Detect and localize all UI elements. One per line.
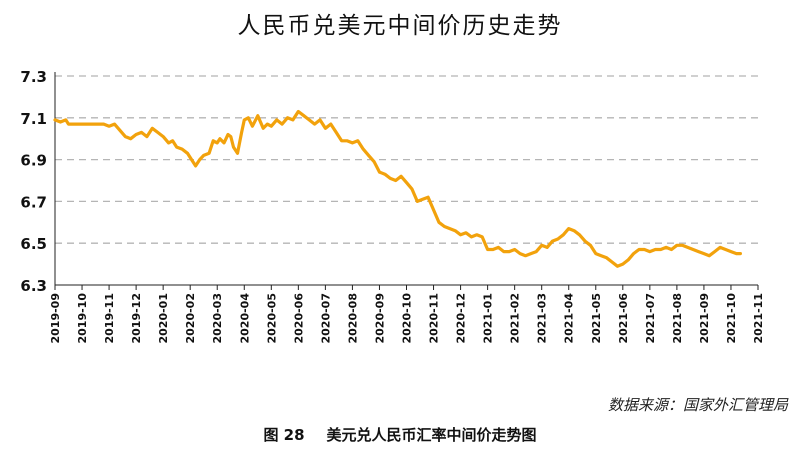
x-tick-label: 2021-05 bbox=[590, 293, 603, 344]
x-tick-label: 2021-07 bbox=[644, 293, 657, 344]
x-tick-label: 2019-11 bbox=[103, 293, 116, 344]
grid-lines bbox=[55, 75, 758, 244]
x-tick-label: 2020-04 bbox=[238, 293, 251, 344]
x-tick-label: 2021-11 bbox=[752, 293, 765, 344]
x-tick-label: 2021-09 bbox=[698, 293, 711, 344]
series-line bbox=[53, 109, 743, 268]
figure-caption: 图 28 美元兑人民币汇率中间价走势图 bbox=[0, 424, 800, 445]
x-tick-label: 2020-10 bbox=[401, 293, 414, 344]
y-tick-label: 7.3 bbox=[20, 68, 47, 86]
x-tick-label: 2021-01 bbox=[482, 293, 495, 344]
x-tick-label: 2019-09 bbox=[49, 293, 62, 344]
y-tick-labels: 6.3 6.5 6.7 6.9 7.1 7.3 bbox=[20, 68, 47, 295]
y-tick-label: 6.5 bbox=[20, 235, 47, 253]
axes bbox=[54, 72, 759, 290]
y-tick-label: 6.7 bbox=[20, 193, 47, 211]
x-tick-label: 2019-10 bbox=[76, 293, 89, 344]
x-tick-label: 2020-09 bbox=[373, 293, 386, 344]
x-tick-label: 2020-08 bbox=[346, 293, 359, 344]
x-tick-label: 2021-02 bbox=[509, 293, 522, 344]
x-tick-label: 2020-01 bbox=[157, 293, 170, 344]
y-tick-label: 7.1 bbox=[20, 110, 47, 128]
x-tick-label: 2020-12 bbox=[455, 293, 468, 344]
x-tick-label: 2021-08 bbox=[671, 293, 684, 344]
figure-caption-text: 美元兑人民币汇率中间价走势图 bbox=[326, 426, 537, 444]
y-tick-label: 6.9 bbox=[20, 152, 47, 170]
figure-label: 图 28 bbox=[263, 426, 305, 444]
x-tick-label: 2021-03 bbox=[536, 293, 549, 344]
x-tick-label: 2021-06 bbox=[617, 293, 630, 344]
x-tick-label: 2021-10 bbox=[725, 293, 738, 344]
x-tick-label: 2021-04 bbox=[563, 293, 576, 344]
line-chart: 6.3 6.5 6.7 6.9 7.1 7.3 2019-09 2019-10 2019-11… bbox=[20, 68, 765, 344]
x-tick-label: 2020-03 bbox=[211, 293, 224, 344]
x-tick-label: 2019-12 bbox=[130, 293, 143, 344]
x-tick-label: 2020-06 bbox=[292, 293, 305, 344]
x-tick-label: 2020-11 bbox=[428, 293, 441, 344]
y-tick-label: 6.3 bbox=[20, 277, 47, 295]
x-tick-label: 2020-05 bbox=[265, 293, 278, 344]
series-layer bbox=[53, 109, 743, 268]
x-tick-label: 2020-07 bbox=[319, 293, 332, 344]
data-source-note: 数据来源：国家外汇管理局 bbox=[607, 396, 788, 414]
chart-title: 人民币兑美元中间价历史走势 bbox=[237, 13, 563, 39]
x-tick-label: 2020-02 bbox=[184, 293, 197, 344]
x-tick-labels: 2019-09 2019-10 2019-11 2019-12 2020-01 2020-… bbox=[49, 293, 765, 344]
